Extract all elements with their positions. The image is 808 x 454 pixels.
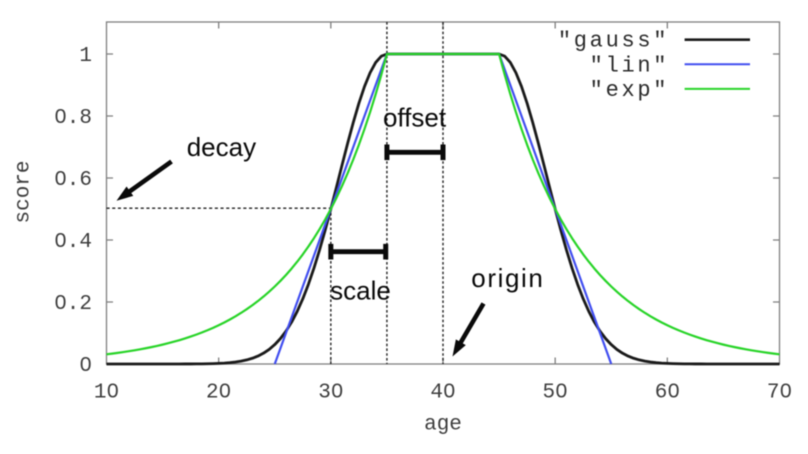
svg-text:70: 70	[767, 381, 792, 404]
svg-text:decay: decay	[187, 132, 256, 162]
svg-text:offset: offset	[383, 103, 447, 133]
svg-text:50: 50	[543, 381, 568, 404]
svg-text:60: 60	[655, 381, 680, 404]
svg-text:0.6: 0.6	[54, 169, 92, 192]
svg-text:10: 10	[94, 381, 119, 404]
svg-text:30: 30	[318, 381, 343, 404]
svg-text:0.4: 0.4	[54, 231, 92, 254]
svg-text:1: 1	[79, 45, 92, 68]
svg-text:"lin": "lin"	[590, 53, 670, 78]
svg-text:score: score	[13, 160, 36, 223]
svg-text:20: 20	[206, 381, 231, 404]
svg-text:40: 40	[430, 381, 455, 404]
svg-text:scale: scale	[330, 275, 391, 305]
svg-text:0.2: 0.2	[54, 293, 92, 316]
svg-text:0.8: 0.8	[54, 107, 92, 130]
svg-text:"exp": "exp"	[590, 78, 670, 103]
svg-text:age: age	[424, 414, 462, 437]
svg-text:origin: origin	[471, 263, 544, 293]
svg-text:"gauss": "gauss"	[558, 29, 669, 54]
